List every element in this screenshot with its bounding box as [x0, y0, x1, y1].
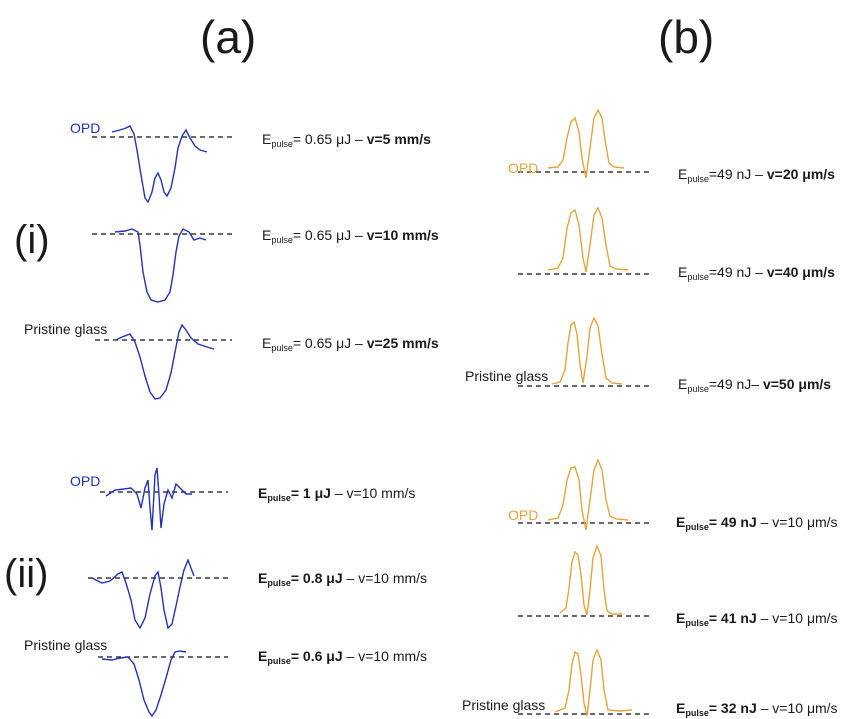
- caption-b-ii-2: Epulse= 41 nJ – v=10 μm/s: [676, 610, 838, 628]
- curve-a-ii-3: [101, 650, 187, 718]
- opd-label-a-i: OPD: [70, 120, 101, 136]
- row-label-i: (i): [14, 218, 50, 262]
- caption-b-ii-1: Epulse= 49 nJ – v=10 μm/s: [676, 514, 838, 532]
- opd-label-a-ii: OPD: [70, 473, 101, 489]
- caption-a-i-2: Epulse= 0.65 μJ – v=10 mm/s: [262, 227, 439, 245]
- row-label-ii: (ii): [4, 552, 49, 596]
- curve-b-ii-3: [554, 648, 633, 717]
- curve-b-i-2: [547, 206, 629, 273]
- curve-a-ii-2: [91, 558, 195, 630]
- curve-a-i-2: [114, 228, 207, 303]
- baselines: [88, 136, 652, 715]
- caption-b-i-3: Epulse=49 nJ– v=50 μm/s: [678, 376, 832, 394]
- panel-b-title: (b): [658, 11, 715, 63]
- curve-a-i-1: [111, 125, 208, 204]
- pristine-label-b-i: Pristine glass: [465, 368, 549, 384]
- curve-b-i-3: [551, 316, 623, 385]
- caption-a-ii-3: Epulse= 0.6 μJ – v=10 mm/s: [258, 648, 428, 666]
- caption-a-i-3: Epulse= 0.65 μJ – v=25 mm/s: [262, 335, 439, 353]
- panel-b-curves: [547, 108, 633, 717]
- curve-b-ii-2: [559, 543, 622, 616]
- panel-a-curves: [91, 125, 215, 718]
- pristine-label-b-ii: Pristine glass: [462, 697, 546, 713]
- caption-b-i-2: Epulse=49 nJ – v=40 μm/s: [678, 264, 835, 282]
- caption-a-ii-1: Epulse= 1 μJ – v=10 mm/s: [258, 485, 416, 503]
- curve-a-ii-1: [105, 467, 192, 531]
- curve-a-i-3: [115, 323, 215, 400]
- caption-a-ii-2: Epulse= 0.8 μJ – v=10 mm/s: [258, 570, 428, 588]
- caption-a-i-1: Epulse= 0.65 μJ – v=5 mm/s: [262, 131, 431, 149]
- caption-b-ii-3: Epulse= 32 nJ – v=10 μm/s: [676, 700, 838, 718]
- caption-b-i-1: Epulse=49 nJ – v=20 μm/s: [678, 166, 835, 184]
- opd-label-b-ii: OPD: [508, 507, 539, 523]
- pristine-label-a-ii: Pristine glass: [24, 637, 108, 653]
- curve-b-i-1: [547, 108, 625, 179]
- curve-b-ii-1: [547, 458, 629, 531]
- opd-label-b-i: OPD: [508, 160, 539, 176]
- panel-a-title: (a): [200, 11, 257, 63]
- pristine-label-a-i: Pristine glass: [24, 321, 108, 337]
